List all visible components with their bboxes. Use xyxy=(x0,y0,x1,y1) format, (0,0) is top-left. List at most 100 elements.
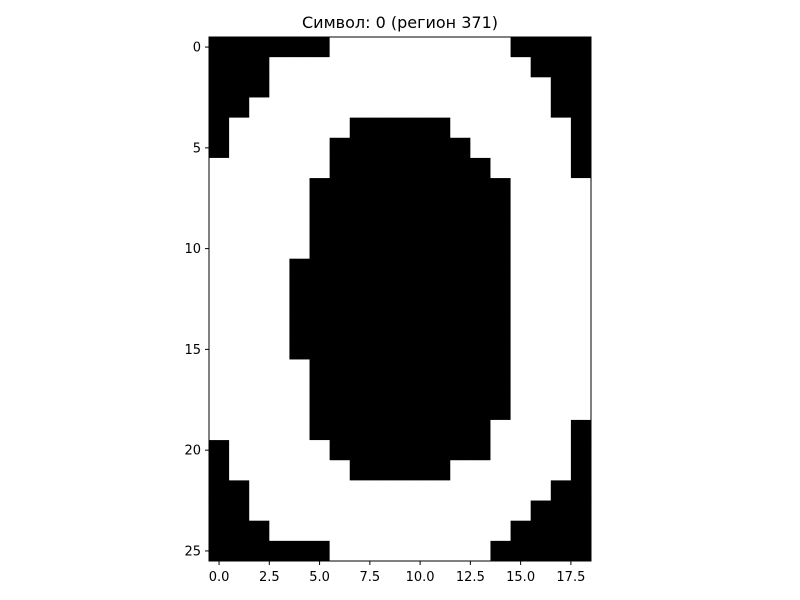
heatmap-cell xyxy=(209,460,230,481)
heatmap-cell xyxy=(229,540,250,562)
heatmap-cell xyxy=(570,419,592,441)
heatmap-cell xyxy=(249,379,270,401)
heatmap-cell xyxy=(490,238,511,260)
heatmap-cell xyxy=(209,157,230,179)
heatmap-cell xyxy=(329,339,351,360)
heatmap-cell xyxy=(530,238,552,260)
heatmap-cell xyxy=(349,258,371,280)
heatmap-cell xyxy=(369,278,391,300)
heatmap-cell xyxy=(349,77,371,98)
heatmap-cell xyxy=(410,379,431,401)
heatmap-cell xyxy=(490,218,511,239)
heatmap-cell xyxy=(430,460,451,481)
heatmap-cell xyxy=(470,278,491,300)
heatmap-cell xyxy=(410,339,431,360)
heatmap-cell xyxy=(209,117,230,139)
heatmap-cell xyxy=(530,540,552,562)
heatmap-cell xyxy=(309,520,331,542)
heatmap-cell xyxy=(570,77,592,98)
heatmap-cell xyxy=(329,57,351,78)
heatmap-cell xyxy=(389,258,411,280)
heatmap-cell xyxy=(369,137,391,159)
heatmap-cell xyxy=(530,440,552,461)
heatmap-cell xyxy=(490,339,511,360)
heatmap-cell xyxy=(369,178,391,199)
heatmap-cell xyxy=(470,198,491,219)
heatmap-cell xyxy=(389,520,411,542)
heatmap-cell xyxy=(369,419,391,441)
heatmap-cell xyxy=(490,57,511,78)
heatmap-cell xyxy=(329,399,351,421)
y-tick-label: 25 xyxy=(184,544,201,559)
heatmap-cell xyxy=(510,278,532,300)
heatmap-cell xyxy=(530,339,552,360)
heatmap-cell xyxy=(490,157,511,179)
heatmap-cell xyxy=(349,480,371,501)
heatmap-cell xyxy=(410,460,431,481)
heatmap-cell xyxy=(289,37,310,58)
heatmap-cell xyxy=(410,399,431,421)
heatmap-cell xyxy=(309,57,331,78)
heatmap-cell xyxy=(349,460,371,481)
heatmap-cell xyxy=(269,218,290,239)
heatmap-cell xyxy=(490,399,511,421)
heatmap-cell xyxy=(269,157,290,179)
heatmap-cell xyxy=(289,57,310,78)
heatmap-cell xyxy=(430,399,451,421)
heatmap-cell xyxy=(430,178,451,199)
heatmap-cell xyxy=(410,178,431,199)
heatmap-cell xyxy=(209,500,230,522)
heatmap-cell xyxy=(410,97,431,119)
heatmap-cell xyxy=(389,460,411,481)
heatmap-cell xyxy=(209,198,230,219)
heatmap-cell xyxy=(510,238,532,260)
heatmap-cell xyxy=(329,419,351,441)
heatmap-cell xyxy=(349,198,371,219)
heatmap-cell xyxy=(490,258,511,280)
heatmap-cell xyxy=(349,238,371,260)
heatmap-cell xyxy=(490,520,511,542)
heatmap-cell xyxy=(229,77,250,98)
heatmap-cell xyxy=(510,480,532,501)
heatmap-cell xyxy=(530,97,552,119)
heatmap-cell xyxy=(450,339,471,360)
heatmap-cell xyxy=(470,238,491,260)
heatmap-cell xyxy=(369,77,391,98)
heatmap-cell xyxy=(470,157,491,179)
heatmap-cell xyxy=(570,178,592,199)
heatmap-cell xyxy=(329,238,351,260)
heatmap-cell xyxy=(209,399,230,421)
heatmap-cell xyxy=(550,117,572,139)
heatmap-cell xyxy=(490,299,511,320)
heatmap-cell xyxy=(329,218,351,239)
heatmap-cell xyxy=(410,37,431,58)
heatmap-cell xyxy=(269,299,290,320)
heatmap-cell xyxy=(410,540,431,562)
heatmap-cell xyxy=(269,198,290,219)
heatmap-cell xyxy=(470,97,491,119)
x-tick-label: 17.5 xyxy=(556,570,585,585)
heatmap-cell xyxy=(410,278,431,300)
x-tick-label: 12.5 xyxy=(456,570,485,585)
heatmap-cell xyxy=(430,117,451,139)
heatmap-cell xyxy=(329,540,351,562)
heatmap-cell xyxy=(510,359,532,381)
x-tick-label: 15.0 xyxy=(506,570,535,585)
heatmap-cell xyxy=(349,339,371,360)
x-tick-label: 5.0 xyxy=(309,570,330,585)
heatmap-cell xyxy=(249,299,270,320)
heatmap-cell xyxy=(309,540,331,562)
heatmap-cell xyxy=(550,440,572,461)
heatmap-cell xyxy=(209,540,230,562)
heatmap-cell xyxy=(530,359,552,381)
heatmap-cell xyxy=(289,379,310,401)
heatmap-cell xyxy=(389,238,411,260)
heatmap-cell xyxy=(289,157,310,179)
heatmap-cell xyxy=(450,399,471,421)
heatmap-cell xyxy=(229,258,250,280)
y-tick-label: 15 xyxy=(184,343,201,358)
heatmap-cell xyxy=(329,500,351,522)
heatmap-cell xyxy=(389,359,411,381)
